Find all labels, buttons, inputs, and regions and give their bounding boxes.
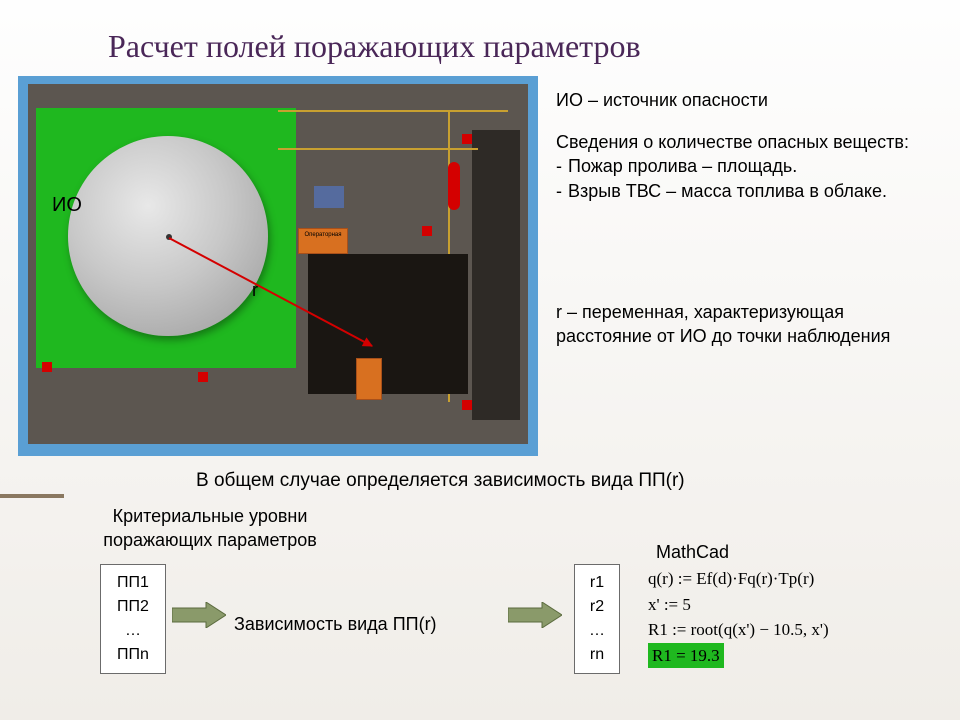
red-marker [198, 372, 208, 382]
red-marker [462, 400, 472, 410]
facility-diagram: Операторная ИО r [18, 76, 538, 456]
red-cylinder [448, 162, 460, 210]
mc-line: R1 := root(q(x') − 10.5, x') [648, 617, 829, 643]
r-row: r2 [583, 595, 611, 619]
io-label: ИО [52, 194, 82, 217]
io-definition: ИО – источник опасности [556, 88, 768, 112]
mathcad-title: MathCad [656, 540, 729, 564]
mathcad-block: q(r) := Ef(d)·Fq(r)·Tp(r) x' := 5 R1 := … [648, 566, 829, 668]
pp-box: ПП1 ПП2 … ППn [100, 564, 166, 674]
orange-building [356, 358, 382, 400]
operator-building: Операторная [298, 228, 348, 254]
pp-row: ПП2 [109, 595, 157, 619]
r-row: … [583, 619, 611, 643]
pp-row: ППn [109, 643, 157, 667]
arrow-icon [172, 602, 226, 628]
slide-title: Расчет полей поражающих параметров [108, 28, 641, 65]
red-marker [422, 226, 432, 236]
criteria-label: Критериальные уровни поражающих параметр… [80, 504, 340, 553]
r-box: r1 r2 … rn [574, 564, 620, 674]
pp-row: ПП1 [109, 571, 157, 595]
pipe [278, 110, 508, 112]
info-item: Взрыв ТВС – масса топлива в облаке. [568, 181, 887, 201]
r-definition: r – переменная, характеризующая расстоян… [556, 300, 916, 349]
platform [472, 130, 520, 420]
dependency-label: Зависимость вида ПП(r) [234, 612, 437, 636]
arrow-icon [508, 602, 562, 628]
red-marker [42, 362, 52, 372]
r-row: r1 [583, 571, 611, 595]
substances-info: Сведения о количестве опасных веществ: -… [556, 130, 936, 203]
decorative-bar [0, 494, 64, 498]
blue-unit [314, 186, 344, 208]
mc-line: q(r) := Ef(d)·Fq(r)·Tp(r) [648, 566, 829, 592]
r-row: rn [583, 643, 611, 667]
r-label: r [252, 280, 258, 301]
mc-result: R1 = 19.3 [648, 643, 724, 669]
info-head: Сведения о количестве опасных веществ: [556, 132, 909, 152]
info-item: Пожар пролива – площадь. [568, 156, 797, 176]
pp-row: … [109, 619, 157, 643]
main-relation: В общем случае определяется зависимость … [196, 468, 685, 494]
red-marker [462, 134, 472, 144]
mc-line: x' := 5 [648, 592, 829, 618]
